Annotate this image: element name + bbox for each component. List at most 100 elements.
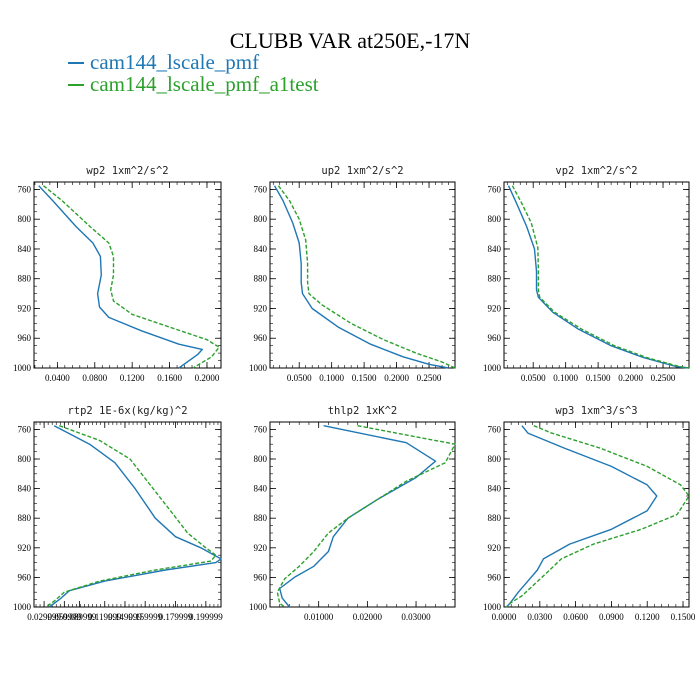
series-line-1 — [507, 185, 690, 369]
y-tick-label: 1000 — [483, 363, 502, 373]
series-line-2 — [45, 425, 217, 608]
x-tick-label: 0.1000 — [553, 373, 578, 383]
x-tick-label: 0.029999 — [27, 612, 61, 622]
x-tick-label: 0.2000 — [384, 373, 409, 383]
plot-frame — [33, 181, 222, 369]
x-tick-label: 0.1500 — [586, 373, 611, 383]
y-tick-label: 840 — [18, 244, 32, 254]
y-tick-label: 840 — [18, 484, 32, 494]
x-tick-label: 0.0800 — [82, 373, 107, 383]
plot-frame — [269, 421, 456, 608]
y-tick-label: 1000 — [13, 363, 32, 373]
x-tick-label: 0.01000 — [304, 612, 334, 622]
y-tick-label: 800 — [254, 454, 268, 464]
y-tick-label: 880 — [254, 513, 268, 523]
y-tick-label: 920 — [18, 303, 32, 313]
x-tick-label: 0.2500 — [417, 373, 442, 383]
legend-entry-2: cam144_lscale_pmf_a1test — [68, 72, 319, 97]
y-tick-label: 760 — [254, 424, 268, 434]
y-tick-label: 920 — [18, 543, 32, 553]
x-tick-label: 0.0500 — [521, 373, 546, 383]
y-tick-label: 800 — [18, 214, 32, 224]
x-tick-label: 0.1000 — [319, 373, 344, 383]
y-tick-label: 760 — [488, 424, 502, 434]
plot-frame — [33, 421, 222, 608]
y-tick-label: 960 — [488, 333, 502, 343]
figure-title: CLUBB VAR at250E,-17N — [229, 28, 471, 53]
series-line-2 — [505, 425, 690, 608]
y-tick-label: 960 — [254, 333, 268, 343]
y-tick-label: 880 — [254, 274, 268, 284]
y-tick-label: 1000 — [249, 602, 268, 612]
series-line-1 — [38, 185, 204, 369]
legend-label-1: cam144_lscale_pmf — [90, 50, 260, 74]
y-tick-label: 840 — [488, 484, 502, 494]
legend-entry-1: cam144_lscale_pmf — [68, 50, 259, 75]
panel-6: wp3 1xm^3/s^3 760 800 840 880 920 960 10000.000… — [483, 405, 696, 622]
x-tick-label: 0.0000 — [492, 612, 517, 622]
y-tick-label: 840 — [488, 244, 502, 254]
series-line-2 — [42, 185, 220, 369]
series-line-2 — [277, 185, 456, 369]
series-line-2 — [511, 185, 690, 369]
legend-swatch-1 — [68, 61, 84, 64]
x-tick-label: 0.1500 — [671, 612, 696, 622]
plot-frame — [269, 181, 456, 369]
panel-1: wp2 1xm^2/s^2 760 800 840 880 920 960 1000 0.040… — [13, 165, 222, 383]
x-tick-label: 0.059999 — [47, 612, 81, 622]
panel-3: vp2 1xm^2/s^2 760 800 840 880 920 960 1000 0.050… — [483, 165, 690, 383]
panel-title: rtp2 1E-6x(kg/kg)^2 — [67, 405, 187, 417]
x-tick-label: 0.2000 — [618, 373, 643, 383]
y-tick-label: 1000 — [249, 363, 268, 373]
plot-frame — [503, 421, 690, 608]
y-tick-label: 840 — [254, 244, 268, 254]
y-tick-label: 880 — [18, 274, 32, 284]
x-tick-label: 0.0400 — [45, 373, 70, 383]
y-tick-label: 880 — [18, 513, 32, 523]
y-tick-label: 920 — [254, 543, 268, 553]
y-tick-label: 760 — [18, 424, 32, 434]
y-tick-label: 800 — [18, 454, 32, 464]
x-tick-label: 0.199999 — [189, 612, 223, 622]
x-tick-label: 0.149999 — [108, 612, 142, 622]
x-tick-label: 0.1500 — [352, 373, 377, 383]
panel-title: vp2 1xm^2/s^2 — [555, 165, 637, 177]
series-line-1 — [273, 185, 449, 369]
panel-title: wp3 1xm^3/s^3 — [555, 405, 637, 417]
y-tick-label: 760 — [18, 184, 32, 194]
y-tick-label: 1000 — [483, 602, 502, 612]
x-tick-label: 0.0600 — [563, 612, 588, 622]
panel-title: wp2 1xm^2/s^2 — [86, 165, 168, 177]
y-tick-label: 960 — [254, 572, 268, 582]
x-tick-label: 0.159999 — [128, 612, 162, 622]
y-tick-label: 760 — [488, 184, 502, 194]
panel-5: thlp2 1xK^2 760 800 840 880 920 960 1000 0.01000… — [249, 405, 456, 622]
panel-4: rtp2 1E-6x(kg/kg)^2 760 800 840 880 920 960 100… — [13, 405, 223, 622]
x-tick-label: 0.119999 — [88, 612, 122, 622]
x-tick-label: 0.179999 — [159, 612, 193, 622]
panel-title: thlp2 1xK^2 — [328, 405, 398, 417]
series-line-2 — [276, 425, 456, 608]
x-tick-label: 0.089999 — [63, 612, 97, 622]
x-tick-label: 0.0900 — [599, 612, 624, 622]
y-tick-label: 880 — [488, 274, 502, 284]
legend-label-2: cam144_lscale_pmf_a1test — [90, 72, 319, 96]
panel-2: up2 1xm^2/s^2 760 800 840 880 920 960 1000 0.050… — [249, 165, 456, 383]
y-tick-label: 960 — [488, 572, 502, 582]
series-line-1 — [505, 425, 658, 608]
y-tick-label: 840 — [254, 484, 268, 494]
x-tick-label: 0.1600 — [157, 373, 182, 383]
y-tick-label: 960 — [18, 572, 32, 582]
y-tick-label: 760 — [254, 184, 268, 194]
x-tick-label: 0.1200 — [120, 373, 145, 383]
series-line-1 — [48, 425, 222, 608]
x-tick-label: 0.0500 — [287, 373, 312, 383]
x-tick-label: 0.1200 — [635, 612, 660, 622]
plot-frame — [503, 181, 690, 369]
y-tick-label: 1000 — [13, 602, 32, 612]
y-tick-label: 920 — [488, 303, 502, 313]
x-tick-label: 0.0300 — [527, 612, 552, 622]
x-tick-label: 0.02000 — [353, 612, 383, 622]
x-tick-label: 0.03000 — [401, 612, 431, 622]
